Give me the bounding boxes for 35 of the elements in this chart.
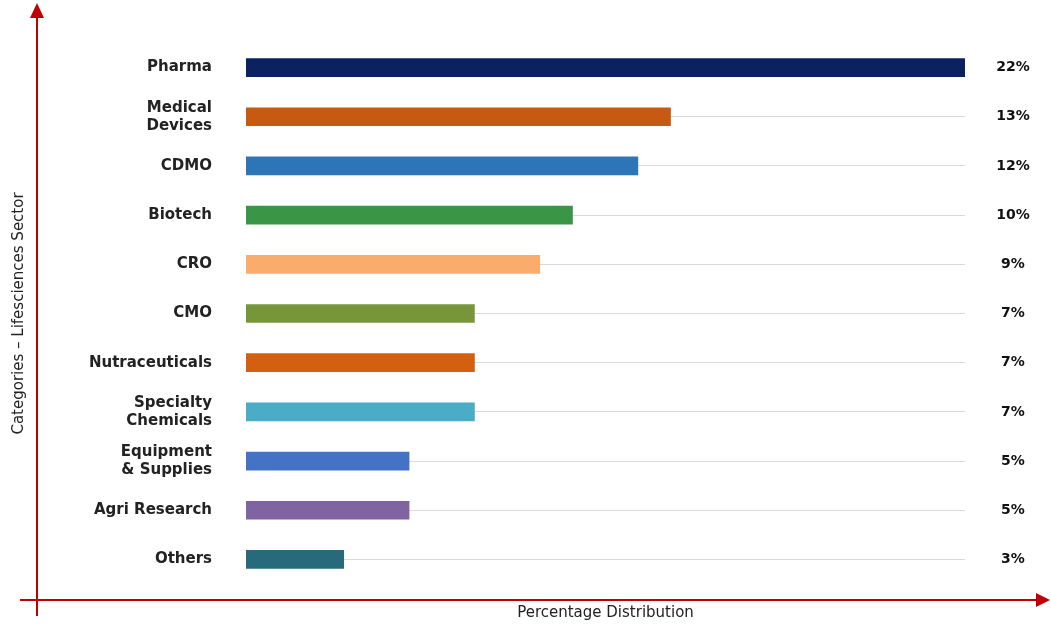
data-label: 9% [1001,254,1025,271]
data-label: 12% [996,156,1030,173]
bar [246,402,475,422]
bar [246,451,410,471]
data-label: 10% [996,205,1030,222]
y-tick-label: Pharma [147,57,212,76]
y-tick-label: Equipment & Supplies [120,441,213,478]
bar [246,254,541,274]
y-tick-label: Medical Devices [146,97,213,134]
bar [246,107,671,127]
y-tick-label: Others [154,549,213,568]
y-tick-label: CRO [176,254,212,273]
data-label: 13% [996,107,1030,124]
y-tick-label: Agri Research [93,500,212,519]
x-axis-title: Percentage Distribution [517,602,694,621]
data-label: 7% [1001,353,1025,370]
data-label: 5% [1001,451,1025,468]
bar [246,304,475,323]
y-axis-title: Categories – Lifesciences Sector [8,191,27,435]
bar [246,205,573,225]
bar [246,550,345,569]
y-tick-label: Nutraceuticals [88,352,213,371]
bar [246,353,475,373]
y-tick-label: CMO [173,303,212,322]
data-label: 3% [1001,550,1025,567]
data-label: 22% [996,58,1030,75]
y-tick-label: Biotech [148,205,212,224]
bar [246,58,965,77]
data-label: 7% [1001,402,1025,419]
y-tick-label: Specialty Chemicals [126,392,213,429]
bar [246,156,639,176]
data-label: 7% [1001,304,1025,321]
bar [246,500,410,520]
y-tick-label: CDMO [160,155,212,174]
data-label: 5% [1001,500,1025,517]
